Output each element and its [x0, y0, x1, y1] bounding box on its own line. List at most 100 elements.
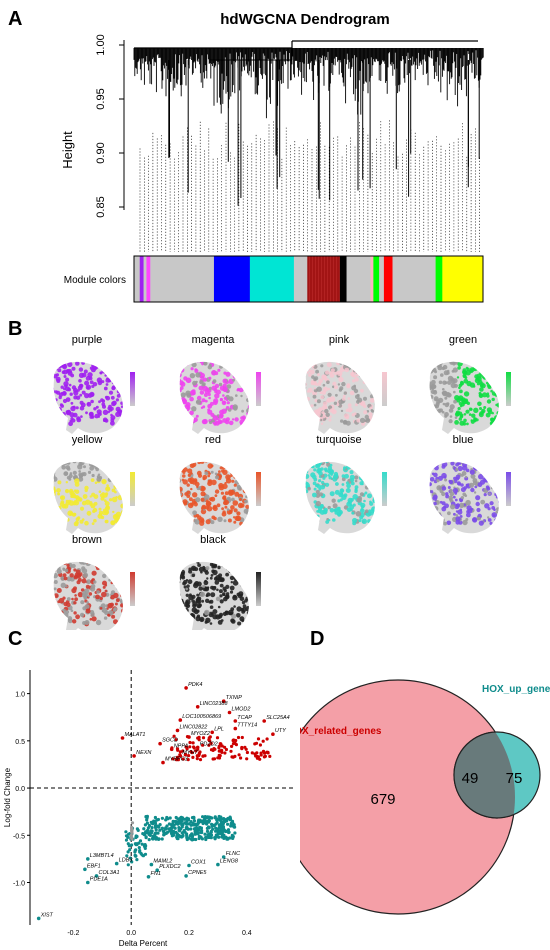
gene-point	[221, 855, 226, 859]
gene-point	[178, 754, 183, 758]
gene-point	[233, 719, 238, 723]
umap-colorbar-pink	[382, 372, 387, 406]
panel-label-b: B	[8, 318, 23, 340]
gene-point	[94, 874, 99, 878]
module-color-segment	[339, 256, 347, 302]
venn-count-overlap: 49	[462, 770, 479, 787]
umap-title-yellow: yellow	[72, 434, 103, 446]
volcano-ylabel: Log-fold Change	[3, 767, 12, 827]
panel-label-c: C	[8, 628, 23, 650]
volcano-ytick: 0.5	[15, 739, 25, 746]
dendrogram-tree	[133, 40, 484, 252]
umap-title-brown: brown	[72, 534, 102, 546]
dendrogram-yticks: 1.00 0.95 0.90 0.85	[95, 34, 124, 218]
gene-point	[178, 718, 183, 722]
umap-title-blue: blue	[453, 434, 474, 446]
gene-label: COX1	[191, 860, 206, 866]
umap-turquoise: turquoise	[305, 434, 387, 534]
venn-count-hox-up: 75	[506, 770, 523, 787]
umap-colorbar-purple	[130, 372, 135, 406]
umap-colorbar-green	[506, 372, 511, 406]
gene-point	[114, 861, 119, 866]
gene-label: LDB3	[119, 858, 134, 864]
umap-title-green: green	[449, 334, 477, 346]
gene-point	[132, 754, 136, 758]
umap-purple: purple	[53, 334, 135, 434]
gene-point	[120, 736, 125, 740]
panel-label-d: D	[310, 628, 325, 650]
gene-point	[227, 710, 232, 715]
umap-green: green	[429, 334, 511, 434]
gene-label: MYH7	[182, 750, 198, 756]
gene-point	[155, 868, 159, 872]
module-color-segment	[213, 256, 251, 302]
gene-point	[149, 862, 154, 867]
module-umap-grid: purple magenta pink green yellow red turquoise…	[53, 334, 511, 630]
umap-pink: pink	[305, 334, 387, 434]
volcano-ytick: 0.0	[15, 786, 25, 793]
volcano-xtick: 0.4	[242, 930, 252, 937]
umap-colorbar-black	[256, 572, 261, 606]
volcano-ytick: -1.0	[13, 881, 25, 888]
umap-red: red	[179, 434, 261, 534]
volcano-xlabel: Delta Percent	[119, 939, 168, 948]
venn-label-hox-up: HOX_up_genes	[482, 684, 550, 695]
gene-label: LINC02388	[200, 701, 229, 707]
umap-colorbar-magenta	[256, 372, 261, 406]
module-color-segment	[150, 256, 215, 302]
umap-magenta: magenta	[179, 334, 261, 434]
umap-blue: blue	[429, 434, 511, 534]
module-color-segment	[346, 256, 371, 302]
gene-point	[233, 726, 238, 731]
gene-label: FN1	[151, 871, 161, 877]
gene-point	[216, 862, 220, 867]
gene-label: MYBPC3	[165, 757, 189, 763]
gene-label: PDK4	[188, 682, 202, 688]
gene-label: EBF1	[87, 863, 101, 869]
umap-title-turquoise: turquoise	[316, 434, 361, 446]
umap-colorbar-turquoise	[382, 472, 387, 506]
gene-label: NPPA	[174, 743, 189, 749]
gene-label: MYOZ2	[191, 731, 210, 737]
gene-label: LENG8	[220, 859, 239, 865]
gene-label: LOC100506869	[182, 714, 221, 720]
gene-label: LMOD2	[232, 707, 251, 713]
gene-point	[184, 874, 188, 878]
module-color-segment	[146, 256, 151, 302]
module-color-strip	[133, 255, 484, 303]
module-color-segment	[392, 256, 436, 302]
gene-point	[83, 867, 87, 872]
gene-point	[169, 747, 174, 752]
gene-label: CPNE5	[188, 870, 207, 876]
dendrogram-panel: hdWGCNA Dendrogram Height 1.00 0.95 0.90…	[60, 11, 484, 303]
module-color-segment	[435, 256, 443, 302]
umap-black: black	[179, 534, 261, 630]
module-color-segment	[293, 256, 308, 302]
gene-label: LINC02822	[180, 724, 208, 730]
gene-label: PLXDC2	[159, 864, 180, 870]
gene-point	[175, 728, 180, 733]
dendrogram-ytick-1: 1.00	[95, 34, 107, 55]
gene-point	[36, 916, 41, 921]
gene-point	[187, 863, 191, 868]
module-color-segment	[383, 256, 393, 302]
volcano-ytick: -0.5	[13, 833, 25, 840]
volcano-plot: 1.0 0.5 0.0 -0.5 -1.0 -0.2 0.0 0.2 0.4 Delta Perc…	[3, 670, 296, 948]
gene-label: UTY	[275, 728, 286, 734]
venn-count-hox-related: 679	[370, 791, 395, 808]
module-color-segment	[139, 256, 144, 302]
gene-label: XIST	[40, 912, 54, 918]
gene-point	[146, 875, 151, 879]
umap-yellow: yellow	[53, 434, 135, 534]
gene-point	[195, 705, 200, 709]
gene-label: TTTY14	[237, 723, 257, 729]
venn-diagram: HOX_related_genes HOX_up_genes 679 49 75	[300, 679, 550, 915]
gene-label: PDZD2	[200, 741, 218, 747]
gene-point	[158, 741, 162, 746]
dendrogram-ylabel: Height	[60, 131, 75, 169]
gene-label: SGCD	[162, 738, 178, 744]
umap-colorbar-yellow	[130, 472, 135, 506]
module-color-segment	[370, 256, 374, 302]
gene-label: L3MBTL4	[90, 853, 114, 859]
gene-point	[210, 730, 214, 735]
